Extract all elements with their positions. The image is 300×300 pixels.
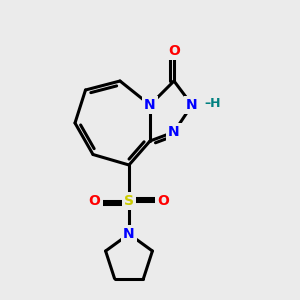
Text: N: N [123, 227, 135, 241]
Text: O: O [88, 194, 101, 208]
Text: O: O [158, 194, 169, 208]
Text: N: N [186, 98, 198, 112]
Text: O: O [168, 44, 180, 58]
Text: –H: –H [205, 97, 221, 110]
Text: S: S [124, 194, 134, 208]
Text: N: N [144, 98, 156, 112]
Text: N: N [168, 125, 180, 139]
